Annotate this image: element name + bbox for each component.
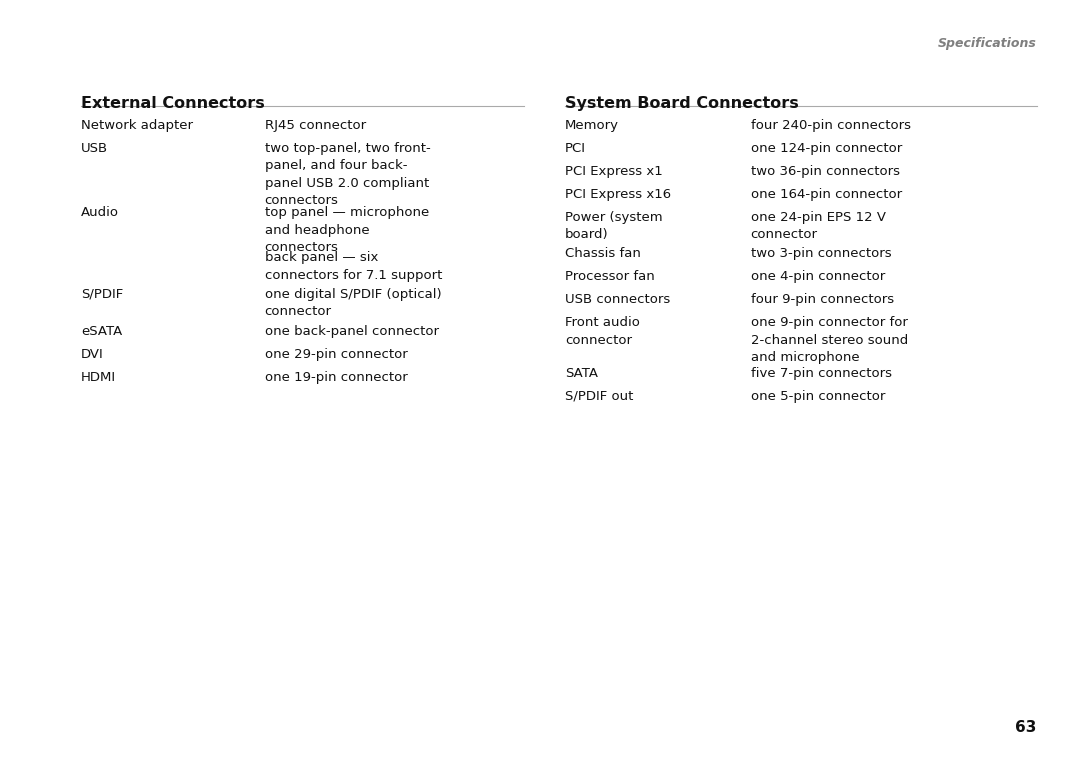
Text: RJ45 connector: RJ45 connector <box>265 119 366 132</box>
Text: Memory: Memory <box>565 119 619 132</box>
Text: Specifications: Specifications <box>937 37 1037 50</box>
Text: Front audio
connector: Front audio connector <box>565 316 639 347</box>
Text: Network adapter: Network adapter <box>81 119 193 132</box>
Text: five 7-pin connectors: five 7-pin connectors <box>751 367 892 380</box>
Text: S/PDIF out: S/PDIF out <box>565 390 633 403</box>
Text: HDMI: HDMI <box>81 371 117 384</box>
Text: External Connectors: External Connectors <box>81 96 265 111</box>
Text: one 19-pin connector: one 19-pin connector <box>265 371 407 384</box>
Text: S/PDIF: S/PDIF <box>81 288 123 301</box>
Text: four 9-pin connectors: four 9-pin connectors <box>751 293 894 306</box>
Text: Audio: Audio <box>81 206 119 219</box>
Text: two 3-pin connectors: two 3-pin connectors <box>751 247 891 260</box>
Text: one 164-pin connector: one 164-pin connector <box>751 188 902 201</box>
Text: SATA: SATA <box>565 367 598 380</box>
Text: one 124-pin connector: one 124-pin connector <box>751 142 902 155</box>
Text: System Board Connectors: System Board Connectors <box>565 96 798 111</box>
Text: two 36-pin connectors: two 36-pin connectors <box>751 165 900 178</box>
Text: one 9-pin connector for
2-channel stereo sound
and microphone: one 9-pin connector for 2-channel stereo… <box>751 316 908 365</box>
Text: Processor fan: Processor fan <box>565 270 654 283</box>
Text: back panel — six
connectors for 7.1 support: back panel — six connectors for 7.1 supp… <box>265 251 442 282</box>
Text: one back-panel connector: one back-panel connector <box>265 325 438 338</box>
Text: PCI: PCI <box>565 142 585 155</box>
Text: one 29-pin connector: one 29-pin connector <box>265 348 407 361</box>
Text: one digital S/PDIF (optical)
connector: one digital S/PDIF (optical) connector <box>265 288 442 319</box>
Text: PCI Express x16: PCI Express x16 <box>565 188 671 201</box>
Text: 63: 63 <box>1015 720 1037 735</box>
Text: eSATA: eSATA <box>81 325 122 338</box>
Text: one 4-pin connector: one 4-pin connector <box>751 270 885 283</box>
Text: Power (system
board): Power (system board) <box>565 211 662 241</box>
Text: Chassis fan: Chassis fan <box>565 247 640 260</box>
Text: USB: USB <box>81 142 108 155</box>
Text: one 24-pin EPS 12 V
connector: one 24-pin EPS 12 V connector <box>751 211 886 241</box>
Text: one 5-pin connector: one 5-pin connector <box>751 390 885 403</box>
Text: PCI Express x1: PCI Express x1 <box>565 165 663 178</box>
Text: two top-panel, two front-
panel, and four back-
panel USB 2.0 compliant
connecto: two top-panel, two front- panel, and fou… <box>265 142 430 208</box>
Text: top panel — microphone
and headphone
connectors: top panel — microphone and headphone con… <box>265 206 429 254</box>
Text: four 240-pin connectors: four 240-pin connectors <box>751 119 910 132</box>
Text: DVI: DVI <box>81 348 104 361</box>
Text: USB connectors: USB connectors <box>565 293 670 306</box>
